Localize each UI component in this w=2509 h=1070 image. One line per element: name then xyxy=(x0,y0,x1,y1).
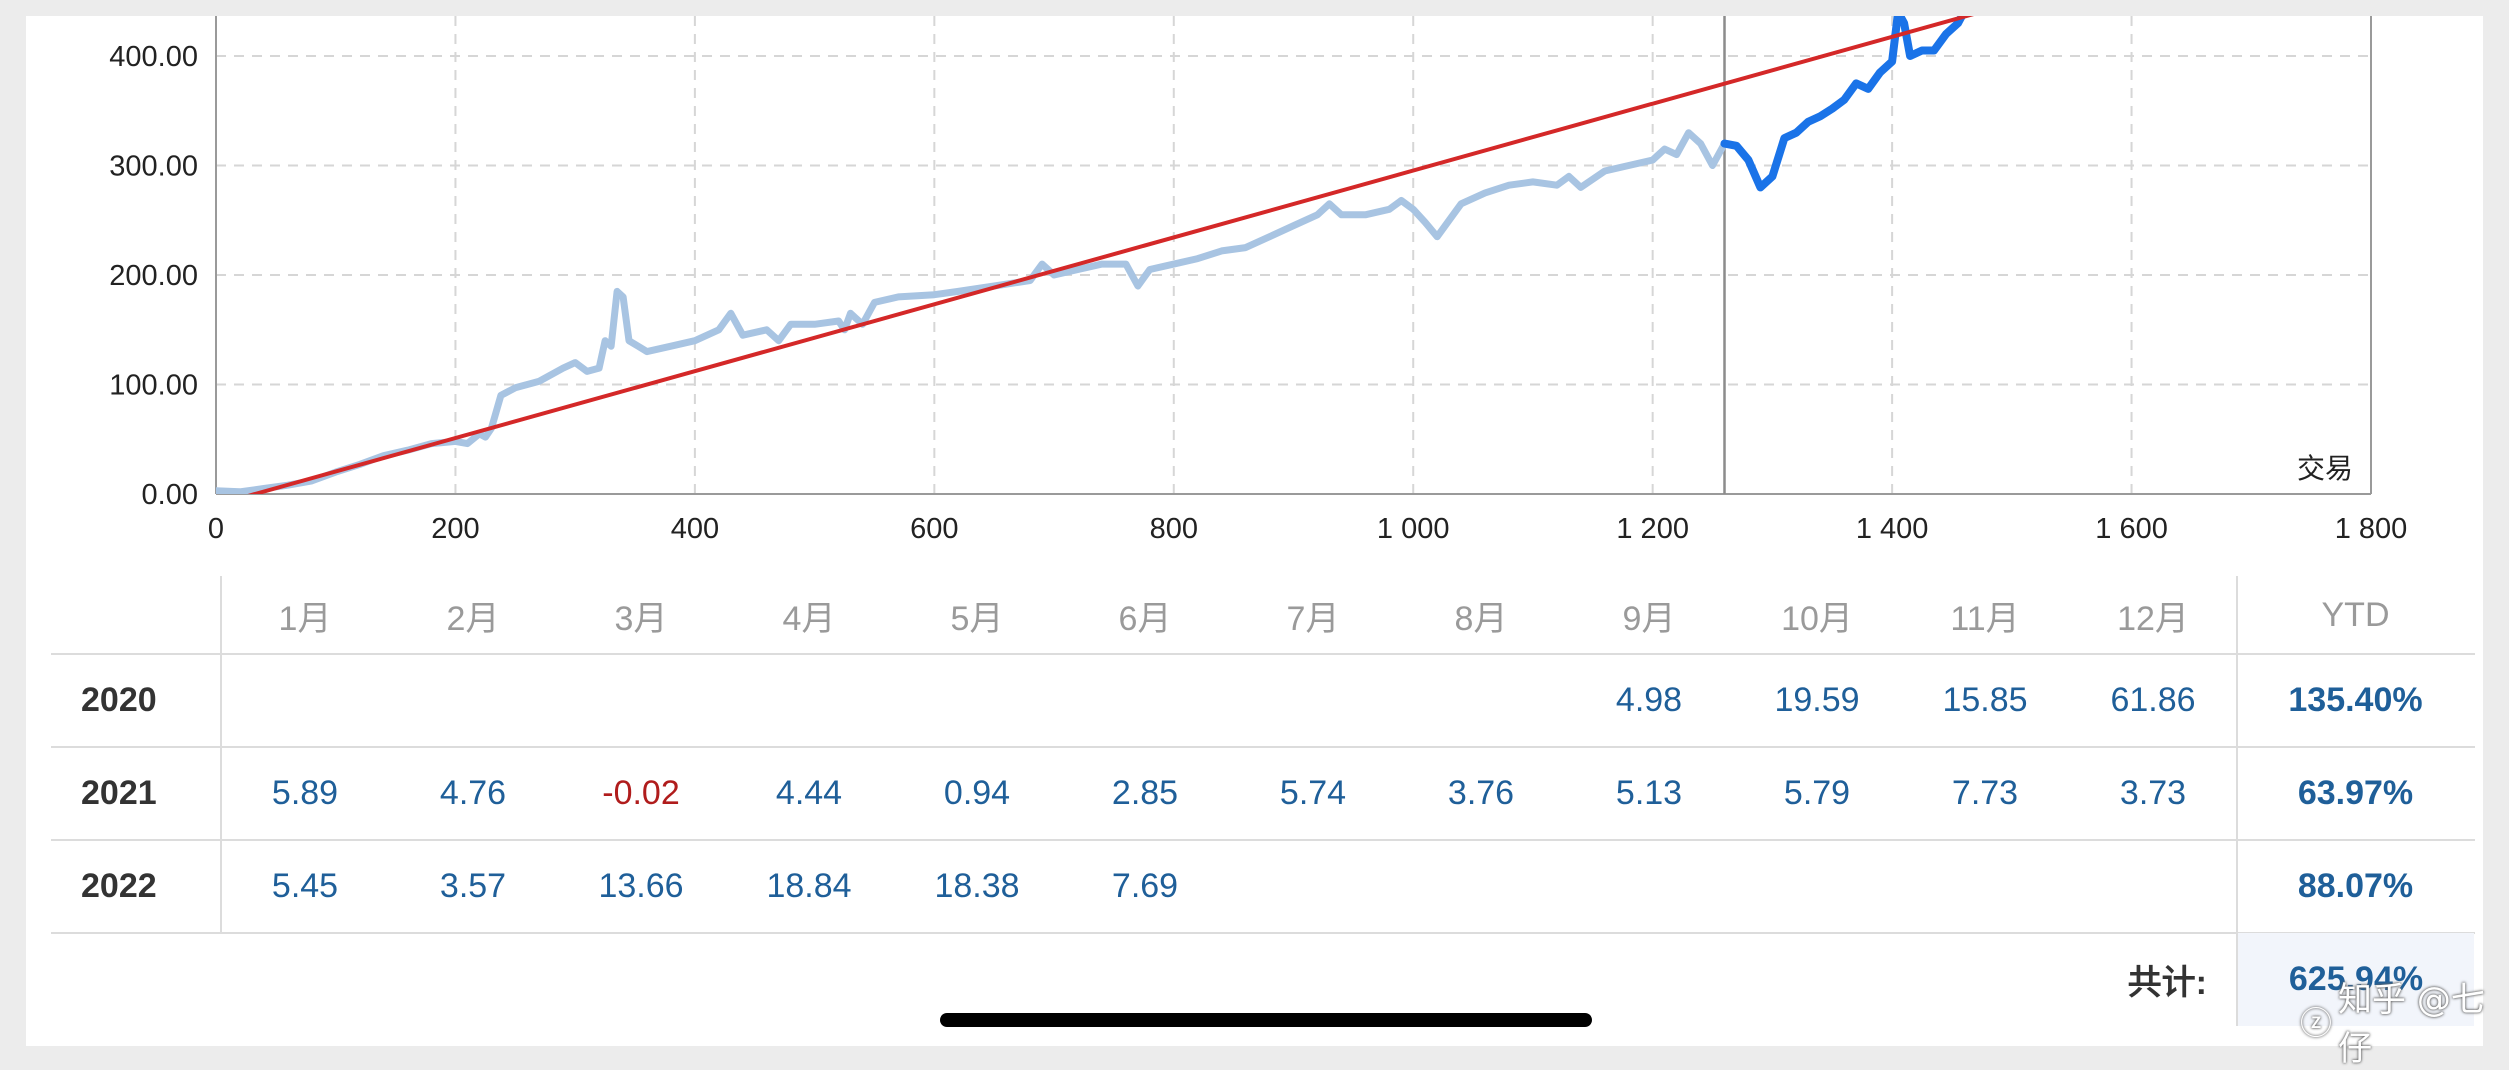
month-return-cell: 18.84 xyxy=(766,867,852,905)
month-return-cell: 19.59 xyxy=(1774,681,1860,719)
y-tick-label: 400.00 xyxy=(109,41,198,73)
month-return-cell xyxy=(1901,840,2069,933)
ytd-column-separator xyxy=(2236,576,2238,1026)
x-tick-label: 1 800 xyxy=(2335,513,2408,545)
month-return-cell xyxy=(1229,654,1397,747)
month-header: 11月 xyxy=(1950,599,2020,638)
month-return-cell xyxy=(1397,840,1565,933)
month-return-cell xyxy=(2069,840,2237,933)
y-tick-label: 0.00 xyxy=(142,479,198,511)
x-tick-label: 0 xyxy=(208,513,224,545)
watermark: ⓩ 知乎 @七 仔 xyxy=(2300,972,2509,1070)
y-tick-label: 300.00 xyxy=(109,151,198,183)
zhihu-logo-icon: ⓩ xyxy=(2300,1004,2333,1042)
year-cell: 2021 xyxy=(81,774,157,812)
watermark-text: 知乎 @七 仔 xyxy=(2338,980,2485,1069)
chart-card: 0.00 100.00 200.00 300.00 400.00 0 200 400 600 80… xyxy=(26,16,2483,1046)
month-return-cell: -0.02 xyxy=(602,774,680,812)
month-header: 3月 xyxy=(614,599,668,638)
month-header: 12月 xyxy=(2117,599,2189,638)
month-header: 2月 xyxy=(446,599,500,638)
month-return-cell: 2.85 xyxy=(1111,774,1179,812)
ytd-return-cell: 63.97% xyxy=(2297,774,2414,812)
month-return-cell: 15.85 xyxy=(1942,681,2028,719)
month-return-cell: 4.44 xyxy=(775,774,843,812)
month-return-cell: 3.73 xyxy=(2119,774,2187,812)
month-return-cell xyxy=(725,654,893,747)
month-return-cell: 5.89 xyxy=(271,774,339,812)
table-row: 2021 5.89 4.76 -0.02 4.44 0.94 2.85 5.74 3.76 5.1… xyxy=(51,747,2475,840)
x-tick-label: 800 xyxy=(1150,513,1198,545)
month-return-cell: 5.79 xyxy=(1783,774,1851,812)
month-header: 4月 xyxy=(782,599,836,638)
month-return-cell: 5.45 xyxy=(271,867,339,905)
x-tick-label: 1 400 xyxy=(1856,513,1929,545)
month-return-cell: 3.57 xyxy=(439,867,507,905)
month-return-cell: 7.69 xyxy=(1111,867,1179,905)
month-return-cell: 4.98 xyxy=(1615,681,1683,719)
month-return-cell: 61.86 xyxy=(2110,681,2196,719)
table-row: 2022 5.45 3.57 13.66 18.84 18.38 7.69 88.07% xyxy=(51,840,2475,933)
equity-chart: 0.00 100.00 200.00 300.00 400.00 0 200 400 600 80… xyxy=(109,16,2408,545)
y-tick-label: 100.00 xyxy=(109,370,198,402)
month-return-cell: 13.66 xyxy=(598,867,684,905)
month-return-cell xyxy=(1397,654,1565,747)
month-header: 1月 xyxy=(278,599,332,638)
month-return-cell xyxy=(1733,840,1901,933)
x-tick-label: 600 xyxy=(910,513,958,545)
table-divider xyxy=(51,746,2475,748)
total-label: 共计: xyxy=(2127,964,2207,1002)
x-axis-label: 交易 xyxy=(2297,452,2353,485)
ytd-return-cell: 135.40% xyxy=(2288,681,2423,719)
month-return-cell xyxy=(557,654,725,747)
month-return-cell: 5.13 xyxy=(1615,774,1683,812)
month-return-cell xyxy=(893,654,1061,747)
month-return-cell xyxy=(1565,840,1733,933)
total-value: 625.94% xyxy=(2238,933,2474,1026)
x-tick-label: 1 600 xyxy=(2095,513,2168,545)
month-return-cell: 7.73 xyxy=(1951,774,2019,812)
month-header: 9月 xyxy=(1622,599,1676,638)
series-history-line xyxy=(216,129,1728,494)
table-header-row: 1月 2月 3月 4月 5月 6月 7月 8月 9月 10月 11月 12月 YTD xyxy=(51,576,2475,654)
year-cell: 2022 xyxy=(81,867,157,905)
month-return-cell: 3.76 xyxy=(1447,774,1515,812)
month-return-cell xyxy=(221,654,389,747)
month-header: 5月 xyxy=(950,599,1004,638)
month-header: 6月 xyxy=(1118,599,1172,638)
ytd-return-cell: 88.07% xyxy=(2297,867,2414,905)
ytd-header: YTD xyxy=(2321,595,2390,634)
y-tick-label: 200.00 xyxy=(109,260,198,292)
table-divider xyxy=(51,932,2475,934)
month-return-cell: 0.94 xyxy=(943,774,1011,812)
month-return-cell xyxy=(1061,654,1229,747)
month-header: 10月 xyxy=(1781,599,1853,638)
month-return-cell: 18.38 xyxy=(934,867,1020,905)
home-indicator[interactable] xyxy=(940,1013,1592,1027)
year-column-separator xyxy=(220,576,222,933)
month-header: 7月 xyxy=(1286,599,1340,638)
month-return-cell xyxy=(1229,840,1397,933)
month-return-cell: 4.76 xyxy=(439,774,507,812)
x-tick-label: 1 000 xyxy=(1377,513,1450,545)
year-cell: 2020 xyxy=(81,681,157,719)
table-divider xyxy=(51,653,2475,655)
table-divider xyxy=(51,839,2475,841)
month-return-cell: 5.74 xyxy=(1279,774,1347,812)
month-return-cell xyxy=(389,654,557,747)
series-trend-line xyxy=(247,16,1975,494)
x-tick-label: 1 200 xyxy=(1616,513,1689,545)
table-row: 2020 4.98 19.59 15.85 61.86 135.40% xyxy=(51,654,2475,747)
series-current-line xyxy=(1720,16,1967,192)
x-tick-label: 400 xyxy=(671,513,719,545)
x-tick-label: 200 xyxy=(431,513,479,545)
month-header: 8月 xyxy=(1454,599,1508,638)
